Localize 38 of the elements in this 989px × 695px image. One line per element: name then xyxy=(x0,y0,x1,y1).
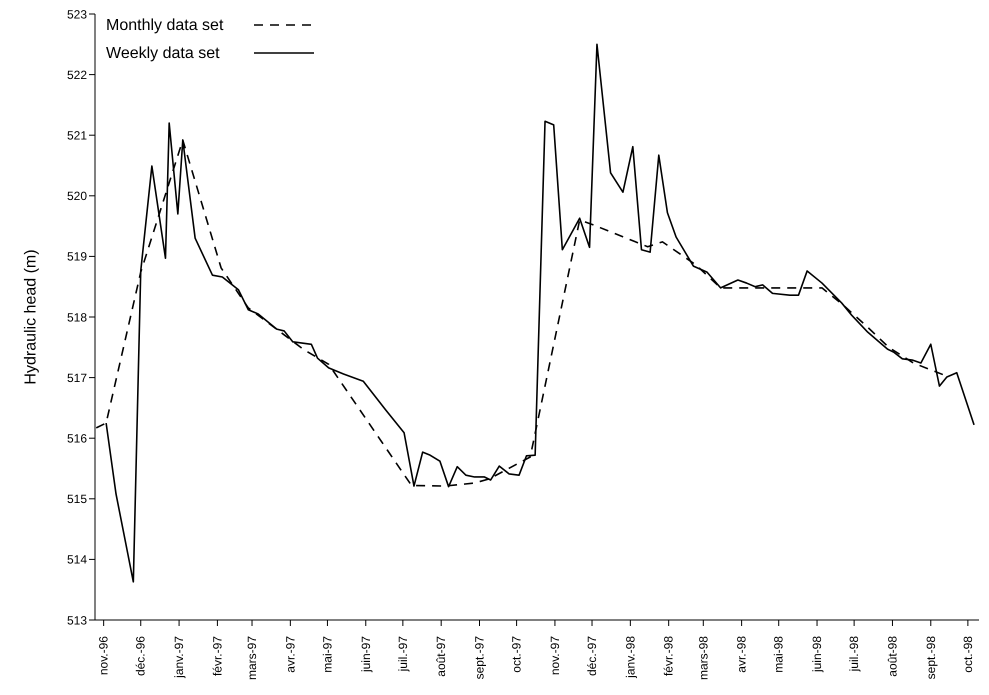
x-tick-label: nov.-96 xyxy=(96,636,111,676)
x-tick-label: avr.-97 xyxy=(283,636,298,673)
x-tick-label: juin-98 xyxy=(810,636,824,674)
x-tick-label: févr.-98 xyxy=(662,636,676,676)
x-tick-label: sept.-98 xyxy=(924,636,938,680)
x-tick-label: janv.-98 xyxy=(623,636,638,679)
x-tick-label: janv.-97 xyxy=(172,636,186,679)
legend-label: Monthly data set xyxy=(106,17,224,34)
y-tick-label: 513 xyxy=(66,613,88,628)
x-tick-label: sept.-97 xyxy=(472,636,487,680)
x-tick-label: mars-97 xyxy=(245,636,260,680)
y-tick-label: 520 xyxy=(66,189,88,204)
x-tick-label: août-98 xyxy=(885,636,900,677)
x-tick-label: oct.-98 xyxy=(960,636,975,673)
y-tick-label: 517 xyxy=(66,370,88,385)
y-tick-label: 518 xyxy=(66,310,88,324)
x-tick-label: août-97 xyxy=(434,636,448,677)
x-tick-label: mai-97 xyxy=(320,636,334,673)
y-tick-label: 521 xyxy=(66,128,88,142)
x-tick-label: déc.-97 xyxy=(585,636,600,676)
x-tick-label: juil.-98 xyxy=(847,636,862,672)
y-tick-label: 514 xyxy=(66,552,88,567)
y-tick-label: 522 xyxy=(66,68,88,82)
y-axis-title: Hydraulic head (m) xyxy=(22,249,40,385)
legend-label: Weekly data set xyxy=(106,45,220,62)
x-tick-label: avr.-98 xyxy=(734,636,749,673)
x-tick-label: oct.-97 xyxy=(510,636,524,673)
x-tick-label: mars-98 xyxy=(696,636,710,680)
y-tick-label: 516 xyxy=(66,431,88,446)
y-tick-label: 515 xyxy=(66,492,88,506)
x-tick-label: juil.-97 xyxy=(396,636,410,672)
y-tick-label: 523 xyxy=(66,7,88,22)
x-tick-label: juin-97 xyxy=(358,636,373,674)
x-tick-label: mai-98 xyxy=(772,636,786,673)
x-tick-label: févr.-97 xyxy=(210,636,224,676)
x-tick-label: nov.-97 xyxy=(548,636,562,676)
x-tick-label: déc.-96 xyxy=(134,636,148,676)
y-tick-label: 519 xyxy=(66,250,88,264)
